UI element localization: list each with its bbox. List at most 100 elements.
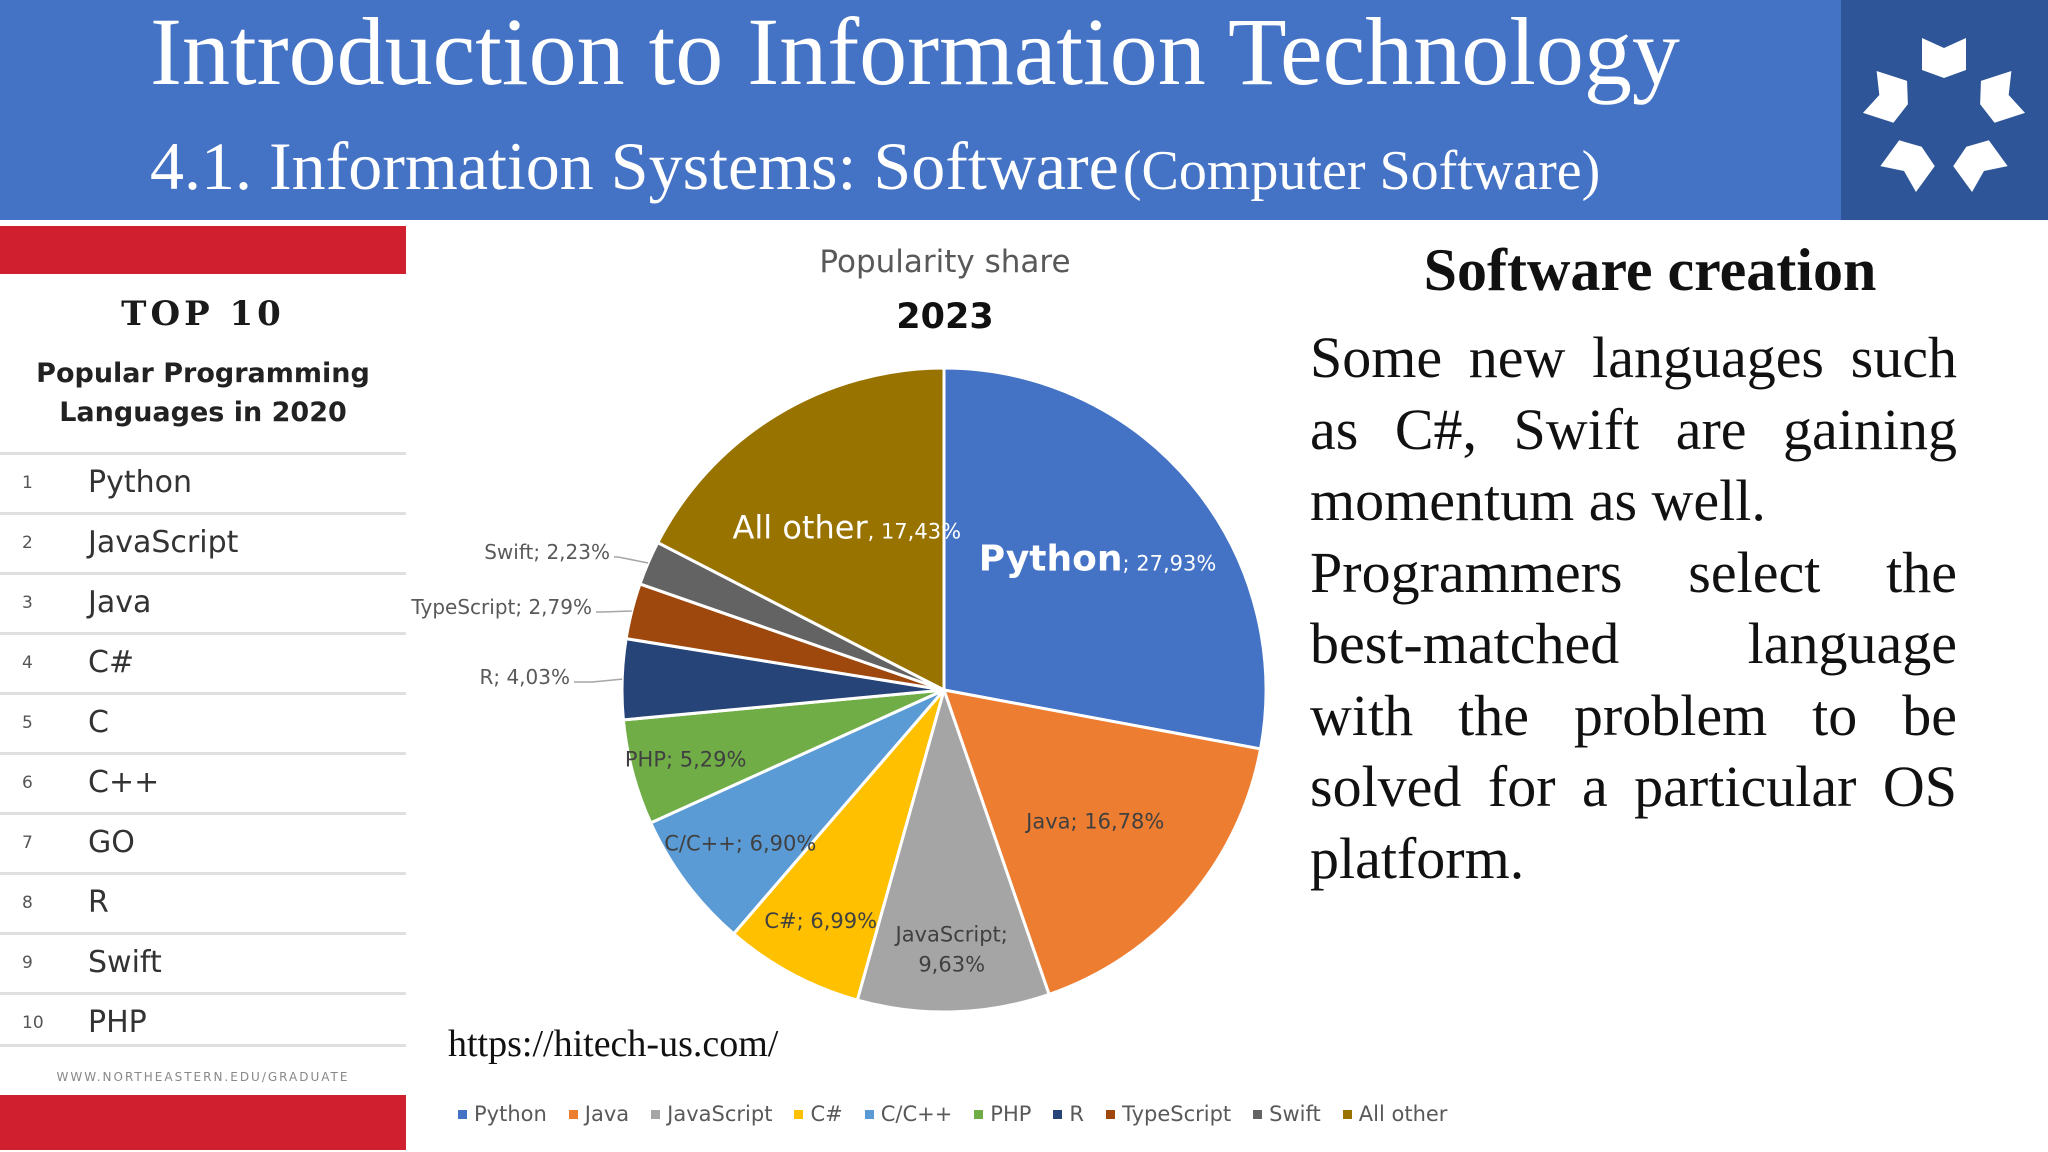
chart-legend: Python Java JavaScript C# C/C++ PHP R TypeScrip… — [458, 1102, 1447, 1126]
body-paragraph-2: Programmers select the best-matched lang… — [1310, 539, 1957, 891]
data-label: JavaScript; — [894, 922, 1008, 946]
leader-line — [574, 678, 623, 683]
rank-number: 4 — [22, 653, 33, 673]
top10-infographic — [0, 220, 406, 1152]
ranking-row: 6 C++ — [0, 752, 406, 812]
data-label: 9,63% — [918, 952, 985, 976]
slide-header: Introduction to Information Technology 4… — [0, 0, 1841, 220]
section-body: Some new languages such as C#, Swift are… — [1310, 322, 1957, 894]
book-wheel-logo-icon — [1863, 38, 2025, 193]
pie-slice-python — [942, 366, 1268, 751]
legend-swatch — [974, 1109, 984, 1119]
legend-label: Python — [474, 1102, 547, 1126]
chart-subtitle: 2023 — [896, 297, 994, 337]
legend-label: Swift — [1269, 1102, 1321, 1126]
rank-language: JavaScript — [88, 525, 239, 560]
ranking-row: 2 JavaScript — [0, 512, 406, 572]
logo — [1841, 0, 2048, 220]
rank-language: C++ — [88, 765, 160, 800]
rank-language: PHP — [88, 1005, 147, 1040]
body-paragraph-1: Some new languages such as C#, Swift are… — [1310, 325, 1957, 533]
data-label: Java; 16,78% — [1024, 809, 1164, 833]
rank-number: 2 — [22, 533, 33, 553]
rank-language: C — [88, 705, 109, 740]
rank-language: Python — [88, 465, 192, 500]
pie-slice-c- — [731, 689, 946, 1002]
legend-swatch — [568, 1109, 578, 1119]
source-link[interactable]: https://hitech-us.com/ — [448, 1023, 779, 1065]
rank-language: C# — [88, 645, 135, 680]
leader-line — [596, 610, 632, 613]
legend-item: R — [1053, 1102, 1084, 1126]
legend-swatch — [1053, 1109, 1063, 1119]
legend-label: TypeScript — [1122, 1102, 1232, 1126]
data-label: C#; 6,99% — [764, 909, 877, 933]
rank-number: 5 — [22, 713, 33, 733]
infographic-top-bar — [0, 226, 406, 274]
infographic-subheading: Popular Programming Languages in 2020 — [0, 354, 406, 432]
legend-label: Java — [584, 1102, 630, 1126]
legend-item: C# — [794, 1102, 843, 1126]
slide-title: Introduction to Information Technology — [150, 0, 1680, 105]
data-label: Python; 27,93% — [979, 538, 1217, 579]
legend-label: All other — [1358, 1102, 1448, 1126]
legend-item: Swift — [1253, 1102, 1321, 1126]
data-label: Swift; 2,23% — [484, 540, 610, 564]
rank-number: 10 — [22, 1013, 44, 1033]
chart-title: Popularity share — [819, 244, 1071, 280]
infographic-heading: TOP 10 — [121, 294, 285, 334]
ranking-row: 4 C# — [0, 632, 406, 692]
rank-language: Swift — [88, 945, 162, 980]
pie-slice-javascript — [855, 684, 1051, 1014]
data-label: C/C++; 6,90% — [664, 831, 816, 855]
legend-label: C/C++ — [880, 1102, 953, 1126]
subheading-line1: Popular Programming — [36, 358, 370, 389]
ranking-row: 10 PHP — [0, 992, 406, 1052]
subtitle-main: 4.1. Information Systems: Software — [150, 128, 1119, 204]
legend-swatch — [458, 1109, 467, 1119]
leader-line — [614, 556, 649, 564]
rank-number: 6 — [22, 773, 33, 793]
ranking-row: 9 Swift — [0, 932, 406, 992]
legend-swatch — [864, 1109, 874, 1119]
rank-language: Java — [88, 585, 152, 620]
legend-label: JavaScript — [667, 1102, 773, 1126]
rank-number: 9 — [22, 953, 33, 973]
data-label: PHP; 5,29% — [625, 747, 747, 771]
legend-swatch — [1253, 1109, 1263, 1119]
rank-number: 1 — [22, 473, 33, 493]
ranking-row: 1 Python — [0, 452, 406, 512]
ranking-row: 7 GO — [0, 812, 406, 872]
infographic-bottom-bar — [0, 1095, 406, 1150]
pie-slice-c-c- — [648, 688, 946, 936]
infographic-footer: WWW.NORTHEASTERN.EDU/GRADUATE — [56, 1070, 350, 1084]
section-title: Software creation — [1423, 237, 1877, 303]
ranking-divider — [0, 1044, 406, 1047]
pie-slice-all-other — [655, 366, 946, 693]
legend-item: Java — [568, 1102, 630, 1126]
legend-swatch — [794, 1109, 804, 1119]
legend-item: Python — [458, 1102, 547, 1126]
legend-item: TypeScript — [1106, 1102, 1231, 1126]
data-label: R; 4,03% — [479, 665, 570, 689]
legend-label: C# — [810, 1102, 843, 1126]
legend-item: JavaScript — [651, 1102, 772, 1126]
legend-swatch — [1342, 1109, 1352, 1119]
legend-label: R — [1069, 1102, 1085, 1126]
legend-item: PHP — [974, 1102, 1031, 1126]
rank-number: 3 — [22, 593, 33, 613]
legend-label: PHP — [990, 1102, 1032, 1126]
slide-subtitle: 4.1. Information Systems: Software (Comp… — [150, 132, 1600, 200]
rank-number: 8 — [22, 893, 33, 913]
ranking-row: 3 Java — [0, 572, 406, 632]
data-label: TypeScript; 2,79% — [410, 595, 592, 619]
subheading-line2: Languages in 2020 — [59, 397, 347, 428]
rank-language: GO — [88, 825, 135, 860]
legend-item: All other — [1342, 1102, 1448, 1126]
legend-swatch — [651, 1109, 661, 1119]
legend-swatch — [1106, 1109, 1116, 1119]
subtitle-paren: (Computer Software) — [1122, 140, 1601, 202]
